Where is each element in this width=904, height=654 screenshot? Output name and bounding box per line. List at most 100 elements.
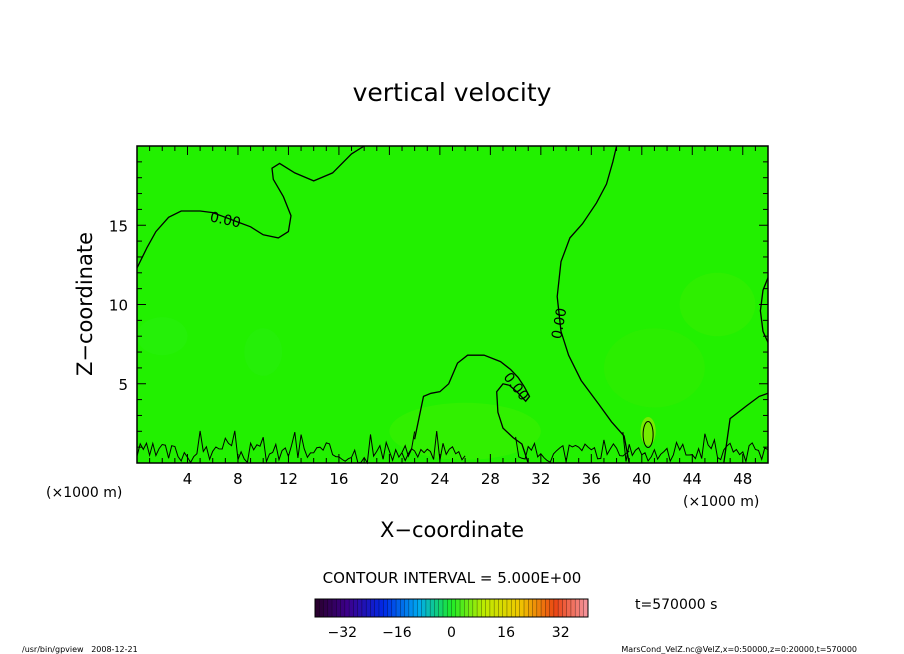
x-unit-label-left: (×1000 m): [46, 485, 122, 501]
contour-line: [556, 145, 630, 464]
x-tick-label: 4: [183, 470, 193, 488]
colorbar-cell: [344, 599, 350, 617]
colorbar-tick-label: −32: [328, 625, 358, 641]
colorbar-cell: [383, 599, 388, 617]
time-label: t=570000 s: [635, 597, 717, 613]
shading-patch: [137, 317, 188, 356]
colorbar-cell: [378, 599, 384, 617]
shading-patch: [640, 417, 656, 446]
contour-line: [136, 145, 365, 269]
colorbar-cell: [408, 599, 414, 617]
colorbar-frame: [314, 598, 589, 618]
y-tick-label: 10: [109, 297, 128, 315]
colorbar-cell: [579, 599, 585, 617]
colorbar-cell: [327, 599, 333, 617]
colorbar-cell: [460, 599, 465, 617]
contour-line: [723, 392, 769, 464]
colorbar-tick-label: 32: [552, 625, 570, 641]
colorbar-cell: [536, 599, 542, 617]
colorbar-cell: [472, 599, 478, 617]
colorbar-cell: [361, 599, 367, 617]
colorbar-cell: [545, 599, 550, 617]
colorbar-cell: [562, 599, 567, 617]
colorbar-cell: [511, 599, 516, 617]
colorbar-cell: [583, 599, 589, 617]
contour-line: [413, 354, 531, 464]
colorbar-cell: [566, 599, 572, 617]
colorbar-cell: [477, 599, 482, 617]
contour-line-noise: [136, 430, 416, 465]
colorbar-cell: [528, 599, 533, 617]
colorbar-cell: [396, 599, 401, 617]
x-tick-label: 32: [531, 470, 550, 488]
colorbar-cell: [434, 599, 440, 617]
colorbar-cell: [370, 599, 376, 617]
colorbar-cell: [319, 599, 324, 617]
colorbar-cell: [451, 599, 457, 617]
colorbar-cell: [340, 599, 346, 617]
colorbar-cell: [391, 599, 397, 617]
colorbar-tick-label: 16: [497, 625, 515, 641]
colorbar-cell: [481, 599, 486, 617]
y-axis-ticks: 5 10 15: [109, 161, 768, 448]
x-tick-label: 8: [233, 470, 243, 488]
x-tick-label: 12: [279, 470, 298, 488]
colorbar-cell: [353, 599, 358, 617]
colorbar-cell: [400, 599, 405, 617]
colorbar-cell: [387, 599, 393, 617]
colorbar-cell: [549, 599, 555, 617]
x-unit-label-right: (×1000 m): [683, 494, 759, 510]
contour-layer: [136, 145, 769, 465]
contour-line-noise: [401, 430, 466, 462]
colorbar-cell: [374, 599, 380, 617]
colorbar-cell: [532, 599, 538, 617]
colorbar-cell: [570, 599, 576, 617]
x-tick-label: 24: [430, 470, 449, 488]
colorbar-cell: [489, 599, 495, 617]
x-tick-label: 48: [733, 470, 752, 488]
contour-label: 0.00: [208, 209, 242, 231]
x-tick-label: 16: [329, 470, 348, 488]
chart-title: vertical velocity: [353, 78, 552, 107]
colorbar-cell: [315, 599, 320, 617]
colorbar-cell: [442, 599, 448, 617]
colorbar-tick-label: 0: [447, 625, 456, 641]
colorbar-cell: [558, 599, 563, 617]
shading-patch: [244, 328, 283, 376]
colorbar-cell: [494, 599, 499, 617]
colorbar: [314, 599, 589, 617]
colorbar-cell: [506, 599, 512, 617]
colorbar-cell: [438, 599, 444, 617]
x-axis-label: X−coordinate: [380, 518, 524, 542]
colorbar-cell: [421, 599, 427, 617]
footer-left: /usr/bin/gpview 2008-12-21: [22, 645, 138, 654]
contour-line-noise: [515, 436, 630, 463]
colorbar-cell: [553, 599, 559, 617]
colorbar-cell: [417, 599, 422, 617]
colorbar-cell: [485, 599, 491, 617]
colorbar-cell: [447, 599, 452, 617]
colorbar-cell: [502, 599, 508, 617]
colorbar-cell: [519, 599, 525, 617]
colorbar-cell: [498, 599, 503, 617]
x-tick-label: 20: [380, 470, 399, 488]
footer-right: MarsCond_VelZ.nc@VelZ,x=0:50000,z=0:2000…: [621, 645, 857, 654]
contour-line-noise: [622, 431, 769, 464]
contour-label: 0.00: [549, 307, 570, 340]
y-tick-label: 15: [109, 217, 128, 235]
x-tick-label: 36: [582, 470, 601, 488]
x-tick-label: 44: [683, 470, 702, 488]
colorbar-cell: [455, 599, 461, 617]
colorbar-cell: [332, 599, 337, 617]
colorbar-cell: [524, 599, 529, 617]
colorbar-cell: [541, 599, 546, 617]
contour-line-closed: [642, 420, 654, 448]
colorbar-cell: [336, 599, 341, 617]
x-axis-ticks: 4 8 12 16 20 24 28 32 36 40 44 48: [149, 146, 756, 488]
colorbar-cell: [357, 599, 363, 617]
colorbar-tick-label: −16: [382, 625, 412, 641]
colorbar-cell: [430, 599, 435, 617]
colorbar-cell: [323, 599, 329, 617]
colorbar-ticks: −32 −16 0 16 32: [328, 625, 570, 641]
